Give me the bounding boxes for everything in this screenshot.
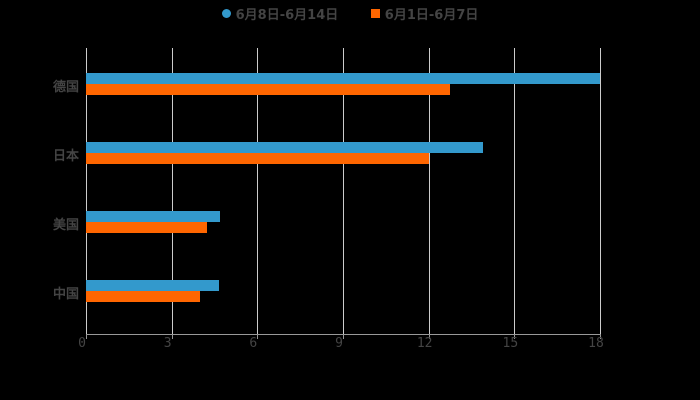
gridline <box>600 48 601 334</box>
x-tick-label: 0 <box>78 336 86 351</box>
legend-label: 6月1日-6月7日 <box>384 8 479 23</box>
gridline <box>257 48 259 334</box>
x-tick <box>86 334 87 339</box>
x-tick-label: 3 <box>163 336 172 351</box>
gridline <box>428 48 430 334</box>
bar[interactable] <box>86 73 600 84</box>
bar[interactable] <box>86 84 451 95</box>
bar[interactable] <box>86 291 201 302</box>
x-tick <box>171 334 173 339</box>
x-tick <box>514 334 516 339</box>
legend-item-series-a[interactable]: 6月8日-6月14日 <box>221 4 339 23</box>
gridline <box>171 48 173 334</box>
plot-area <box>86 48 601 339</box>
bar[interactable] <box>86 222 208 233</box>
bar[interactable] <box>86 211 221 222</box>
x-tick <box>257 334 259 339</box>
circle-marker-icon <box>221 9 231 18</box>
x-tick-label: 9 <box>335 336 343 351</box>
x-axis <box>86 334 600 335</box>
x-tick <box>343 334 344 339</box>
x-tick-label: 15 <box>502 336 519 351</box>
legend-item-series-b[interactable]: 6月1日-6月7日 <box>370 4 479 23</box>
bar[interactable] <box>86 153 429 164</box>
gridline <box>343 48 344 334</box>
chart-legend: 6月8日-6月14日 6月1日-6月7日 <box>0 4 700 23</box>
y-category-label: 中国 <box>52 287 79 302</box>
bar[interactable] <box>86 280 219 291</box>
gridline <box>514 48 516 334</box>
square-marker-icon <box>370 9 380 18</box>
x-tick-label: 12 <box>416 336 433 351</box>
y-category-label: 美国 <box>52 218 79 233</box>
bar[interactable] <box>86 142 483 153</box>
x-tick <box>428 334 430 339</box>
y-category-label: 日本 <box>52 149 79 164</box>
y-category-label: 德国 <box>52 80 79 95</box>
x-tick-label: 18 <box>588 336 604 351</box>
legend-label: 6月8日-6月14日 <box>235 8 339 23</box>
gridline <box>86 48 87 334</box>
x-tick-label: 6 <box>249 336 258 351</box>
x-tick <box>600 334 601 339</box>
